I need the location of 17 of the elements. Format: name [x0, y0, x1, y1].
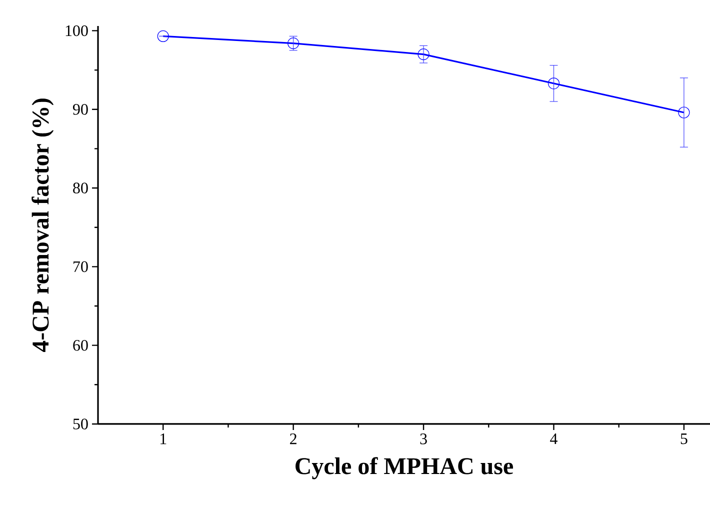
y-tick-label: 60 [73, 340, 88, 351]
x-tick-label: 5 [680, 434, 688, 444]
y-tick-label: 90 [72, 104, 88, 115]
point [548, 78, 560, 90]
x-axis-title: Cycle of MPHAC use [296, 457, 514, 480]
y-tick-label: 100 [66, 25, 88, 36]
x-tick-label: 1 [160, 434, 166, 444]
y-tick-label: 70 [74, 261, 88, 272]
x-tick-label: 4 [550, 434, 558, 444]
point [418, 48, 430, 60]
x-tick-label: 2 [290, 434, 296, 444]
y-axis-title: 4-CP removal factor (%) [32, 98, 54, 352]
x-tick-label: 3 [420, 434, 427, 444]
y-tick-label: 80 [73, 182, 88, 194]
point [157, 30, 169, 42]
point [678, 106, 690, 118]
y-tick-label: 50 [73, 418, 88, 430]
